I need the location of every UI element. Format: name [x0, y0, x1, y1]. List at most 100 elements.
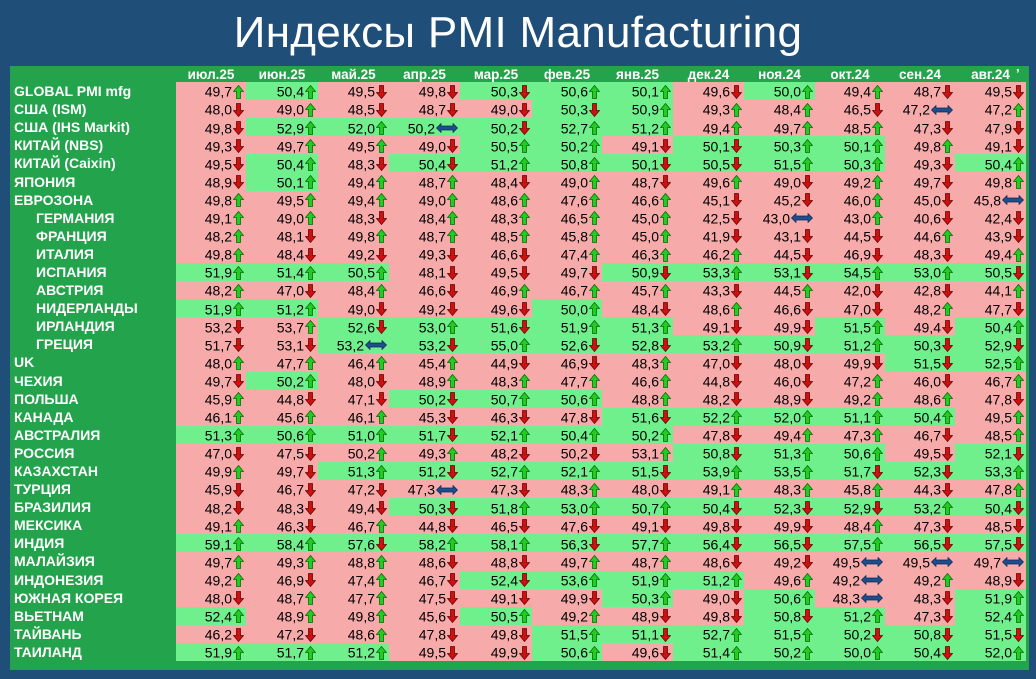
- up-arrow-icon: [376, 175, 387, 190]
- pmi-cell: 49,0: [673, 588, 744, 607]
- pmi-cell: 48,0: [176, 588, 246, 607]
- pmi-value: 48,9: [276, 608, 304, 625]
- pmi-cell: 47,0: [246, 281, 318, 300]
- pmi-cell: 45,8: [532, 226, 602, 245]
- pmi-value: 46,5: [560, 210, 588, 227]
- up-arrow-icon: [519, 157, 530, 171]
- down-arrow-icon: [872, 301, 883, 316]
- pmi-value: 47,0: [843, 300, 871, 317]
- pmi-value: 46,3: [490, 409, 518, 426]
- up-arrow-icon: [731, 573, 742, 588]
- pmi-value: 48,5: [490, 228, 518, 245]
- pmi-value: 50,8: [560, 156, 588, 173]
- down-arrow-icon: [731, 428, 742, 443]
- pmi-cell: 52,4: [176, 606, 246, 625]
- up-arrow-icon: [233, 645, 244, 660]
- pmi-cell: 50,5: [318, 262, 389, 282]
- pmi-cell: 57,5: [815, 534, 885, 553]
- pmi-value: 46,4: [347, 355, 375, 372]
- table-row: США (IHS Markit) 49,8 52,9 52,0 50,2 50,2 52,7…: [10, 118, 1026, 137]
- pmi-cell: 49,2: [815, 570, 885, 589]
- down-arrow-icon: [447, 247, 458, 262]
- up-arrow-icon: [376, 518, 387, 533]
- pmi-cell: 50,4: [885, 642, 955, 661]
- pmi-value: 46,1: [347, 409, 375, 426]
- pmi-cell: 52,1: [460, 425, 532, 444]
- pmi-value: 48,0: [631, 481, 659, 498]
- pmi-value: 50,2: [631, 427, 659, 444]
- pmi-value: 51,9: [204, 300, 232, 317]
- pmi-value: 46,6: [418, 282, 446, 299]
- pmi-cell: 48,6: [885, 389, 955, 408]
- down-arrow-icon: [1013, 120, 1024, 135]
- pmi-cell: 50,2: [532, 136, 602, 155]
- pmi-cell: 46,5: [815, 100, 885, 119]
- pmi-cell: 49,2: [532, 606, 602, 625]
- pmi-cell: 48,2: [176, 281, 246, 300]
- pmi-cell: 52,7: [532, 118, 602, 137]
- up-arrow-icon: [660, 102, 671, 117]
- pmi-value: 48,2: [913, 300, 941, 317]
- pmi-value: 47,5: [276, 445, 304, 462]
- pmi-cell: 51,7: [246, 642, 318, 661]
- down-arrow-icon: [731, 84, 742, 99]
- up-arrow-icon: [660, 356, 671, 370]
- down-arrow-icon: [447, 627, 458, 642]
- pmi-cell: 48,5: [955, 516, 1026, 535]
- down-arrow-icon: [447, 157, 458, 172]
- pmi-cell: 49,2: [176, 570, 246, 589]
- down-arrow-icon: [802, 356, 813, 371]
- pmi-value: 49,5: [902, 554, 930, 571]
- pmi-cell: 48,3: [885, 588, 955, 607]
- up-arrow-icon: [376, 627, 387, 642]
- pmi-value: 48,3: [490, 373, 518, 390]
- down-arrow-icon: [1013, 84, 1024, 99]
- table-row: ИСПАНИЯ 51,9 51,4 50,5 48,1 49,5 49,7 50,9 53,3 5…: [10, 262, 1026, 282]
- pmi-value: 52,4: [490, 572, 518, 589]
- table-row: РОССИЯ 47,0 47,5 50,2 49,3 48,2 50,2 53,1 50,8 51…: [10, 443, 1026, 462]
- pmi-value: 46,6: [490, 246, 518, 263]
- header-overflow-mark: ’: [1016, 66, 1020, 81]
- up-arrow-icon: [233, 428, 244, 443]
- pmi-cell: 47,0: [673, 353, 744, 372]
- month-header: фев.25: [543, 66, 591, 82]
- both-arrow-icon: [861, 593, 883, 604]
- pmi-cell: 47,7: [318, 588, 389, 607]
- month-header: янв.25: [615, 66, 660, 82]
- pmi-cell: 53,0: [885, 262, 955, 282]
- pmi-cell: 45,1: [673, 190, 744, 209]
- down-arrow-icon: [233, 320, 244, 334]
- pmi-cell: 48,1: [389, 262, 460, 282]
- pmi-value: 50,2: [347, 445, 375, 462]
- down-arrow-icon: [1013, 446, 1024, 461]
- up-arrow-icon: [1013, 464, 1024, 479]
- up-arrow-icon: [305, 102, 316, 117]
- both-arrow-icon: [791, 213, 813, 224]
- pmi-cell: 42,8: [885, 281, 955, 300]
- pmi-value: 53,2: [913, 499, 941, 516]
- down-arrow-icon: [731, 609, 742, 624]
- pmi-value: 44,6: [913, 228, 941, 245]
- up-arrow-icon: [942, 392, 953, 407]
- down-arrow-icon: [519, 102, 530, 117]
- pmi-cell: 47,0: [815, 299, 885, 318]
- down-arrow-icon: [447, 573, 458, 588]
- down-arrow-icon: [305, 464, 316, 479]
- pmi-value: 49,6: [773, 572, 801, 589]
- pmi-value: 49,4: [843, 83, 871, 100]
- down-arrow-icon: [942, 464, 953, 479]
- down-arrow-icon: [731, 519, 742, 533]
- pmi-value: 43,0: [762, 210, 790, 227]
- pmi-value: 49,2: [347, 246, 375, 263]
- pmi-value: 50,7: [631, 499, 659, 516]
- pmi-cell: 50,2: [460, 118, 532, 137]
- pmi-cell: 48,2: [460, 443, 532, 462]
- pmi-cell: 45,8: [815, 480, 885, 499]
- pmi-cell: 50,8: [673, 443, 744, 462]
- pmi-cell: 51,9: [955, 588, 1026, 607]
- pmi-cell: 53,1: [744, 262, 815, 282]
- pmi-value: 53,2: [418, 337, 446, 353]
- pmi-cell: 48,5: [318, 100, 389, 119]
- down-arrow-icon: [305, 247, 316, 262]
- pmi-value: 49,5: [418, 644, 446, 661]
